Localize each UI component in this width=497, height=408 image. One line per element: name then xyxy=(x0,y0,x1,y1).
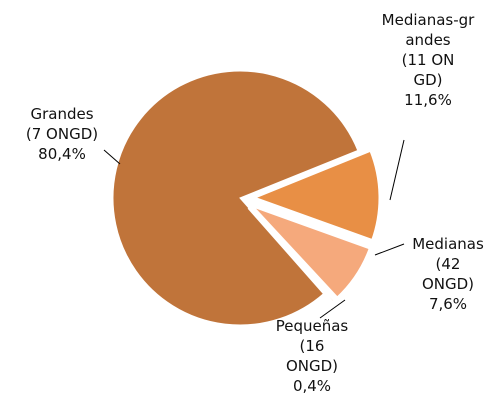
leader-line xyxy=(103,149,121,165)
pie-slice xyxy=(112,70,359,326)
data-label: Grandes (7 ONGD) 80,4% xyxy=(2,104,122,164)
leader-line xyxy=(389,139,405,201)
category: Grandes xyxy=(30,105,94,123)
value-label: 7,6% xyxy=(428,295,468,313)
value-label: 80,4% xyxy=(38,145,86,163)
pie-slice xyxy=(248,148,382,243)
category: Pequeñas xyxy=(275,317,349,335)
data-label: Medianas-grandes (11 ONGD) 11,6% xyxy=(380,10,476,110)
data-label: Pequeñas (16 ONGD) 0,4% xyxy=(262,316,362,396)
pie-slice xyxy=(249,203,373,301)
count: (42 ONGD) xyxy=(421,255,475,293)
value-label: 0,4% xyxy=(292,377,332,395)
category: Medianas xyxy=(412,235,484,253)
count: (7 ONGD) xyxy=(25,125,99,143)
count: (16 ONGD) xyxy=(285,337,339,375)
pie-slice xyxy=(247,206,338,305)
leader-line xyxy=(319,299,346,319)
data-label: Medianas (42 ONGD) 7,6% xyxy=(400,234,496,314)
category: Medianas-grandes xyxy=(381,11,475,49)
value-label: 11,6% xyxy=(404,91,452,109)
count: (11 ONGD) xyxy=(401,51,455,89)
leader-line xyxy=(374,243,405,256)
